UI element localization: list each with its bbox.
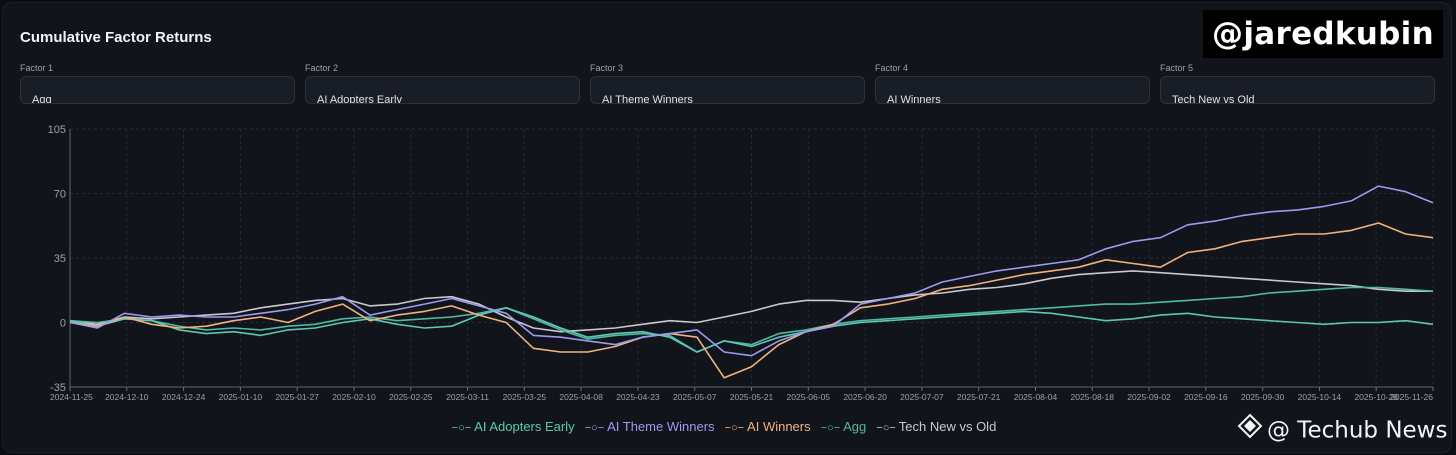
x-tick-label: 2025-05-07 [673, 392, 717, 402]
series-line-ai-theme-winners [69, 185, 1434, 357]
x-tick-label: 2024-12-24 [162, 392, 206, 402]
x-tick-label: 2025-07-21 [957, 392, 1001, 402]
x-tick-label: 2025-05-21 [730, 392, 774, 402]
series-line-agg [69, 286, 1434, 353]
legend-marker-icon: −○− [820, 422, 841, 434]
series-line-ai-winners [69, 222, 1434, 379]
x-tick-label: 2025-09-16 [1184, 392, 1228, 402]
x-tick-label: 2025-02-10 [332, 392, 376, 402]
factor-3-selector[interactable]: Factor 3 AI Theme Winners [590, 61, 865, 104]
factor-5-value: Tech New vs Old [1172, 94, 1255, 104]
x-tick-label: 2025-10-14 [1298, 392, 1342, 402]
factor-4-selector[interactable]: Factor 4 AI Winners [875, 61, 1150, 104]
x-tick-label: 2025-03-11 [446, 392, 489, 402]
legend-marker-icon: −○− [724, 422, 745, 434]
factor-2-dropdown[interactable]: AI Adopters Early [305, 76, 580, 104]
x-tick-label: 2025-04-08 [559, 392, 603, 402]
factor-5-label: Factor 5 [1160, 63, 1194, 73]
legend-label: AI Adopters Early [474, 419, 575, 434]
watermark-top: @jaredkubin [1203, 10, 1443, 58]
y-tick-label: 35 [54, 253, 66, 265]
x-tick-label: 2024-11-25 [50, 392, 93, 402]
x-tick-label: 2025-11-26 [1390, 392, 1433, 402]
x-tick-label: 2025-08-18 [1071, 392, 1115, 402]
factor-4-value: AI Winners [887, 94, 941, 104]
legend-item-tech-new-vs-old[interactable]: −○− Tech New vs Old [876, 419, 996, 434]
chart-title: Cumulative Factor Returns [20, 29, 212, 46]
factor-2-value: AI Adopters Early [317, 94, 402, 104]
legend-label: AI Winners [747, 419, 811, 434]
factor-3-dropdown[interactable]: AI Theme Winners [590, 76, 865, 104]
factor-4-dropdown[interactable]: AI Winners [875, 76, 1150, 104]
x-tick-label: 2025-09-02 [1127, 392, 1171, 402]
legend-item-agg[interactable]: −○− Agg [821, 419, 867, 434]
x-tick-label: 2025-09-30 [1241, 392, 1285, 402]
watermark-bottom-text: @ Techub News [1267, 417, 1448, 444]
factor-2-selector[interactable]: Factor 2 AI Adopters Early [305, 61, 580, 104]
x-tick-label: 2025-06-05 [787, 392, 831, 402]
x-tick-label: 2025-06-20 [843, 392, 887, 402]
series-line-tech-new-vs-old [69, 270, 1433, 333]
chart-legend: −○− AI Adopters Early −○− AI Theme Winners −… [0, 419, 1448, 434]
techub-logo-icon [1237, 413, 1263, 449]
factor-3-value: AI Theme Winners [602, 94, 693, 104]
legend-item-ai-winners[interactable]: −○− AI Winners [725, 419, 811, 434]
legend-marker-icon: −○− [876, 422, 896, 434]
y-tick-label: 0 [60, 318, 66, 330]
x-tick-label: 2025-04-23 [616, 392, 660, 402]
legend-marker-icon: −○− [584, 422, 605, 434]
x-tick-label: 2025-01-10 [219, 392, 263, 402]
factor-2-label: Factor 2 [305, 63, 339, 73]
legend-label: AI Theme Winners [607, 419, 715, 434]
x-tick-label: 2025-08-04 [1014, 392, 1058, 402]
factor-5-selector[interactable]: Factor 5 Tech New vs Old [1160, 61, 1435, 104]
watermark-bottom: @ Techub News [1237, 413, 1452, 447]
factor-5-dropdown[interactable]: Tech New vs Old [1160, 76, 1435, 104]
factor-1-selector[interactable]: Factor 1 Agg [20, 61, 295, 104]
factor-3-label: Factor 3 [590, 63, 624, 73]
legend-label: Agg [843, 419, 867, 434]
x-tick-label: 2025-01-27 [275, 392, 319, 402]
x-tick-label: 2024-12-10 [105, 392, 149, 402]
x-tick-label: 2025-10-28 [1354, 392, 1398, 402]
x-tick-label: 2025-02-25 [389, 392, 433, 402]
legend-item-ai-adopters-early[interactable]: −○− AI Adopters Early [452, 419, 575, 434]
series-line-ai-adopters-early [69, 306, 1434, 353]
y-tick-label: 105 [48, 124, 66, 136]
x-tick-label: 2025-03-25 [503, 392, 547, 402]
legend-item-ai-theme-winners[interactable]: −○− AI Theme Winners [585, 419, 715, 434]
factor-1-value: Agg [32, 94, 52, 104]
y-tick-label: -35 [50, 382, 66, 394]
y-tick-label: 70 [54, 189, 66, 201]
legend-marker-icon: −○− [451, 422, 472, 434]
factor-4-label: Factor 4 [875, 63, 909, 73]
x-tick-label: 2025-07-07 [900, 392, 944, 402]
factor-1-dropdown[interactable]: Agg [20, 76, 295, 104]
factor-1-label: Factor 1 [20, 63, 54, 73]
legend-label: Tech New vs Old [898, 419, 997, 434]
